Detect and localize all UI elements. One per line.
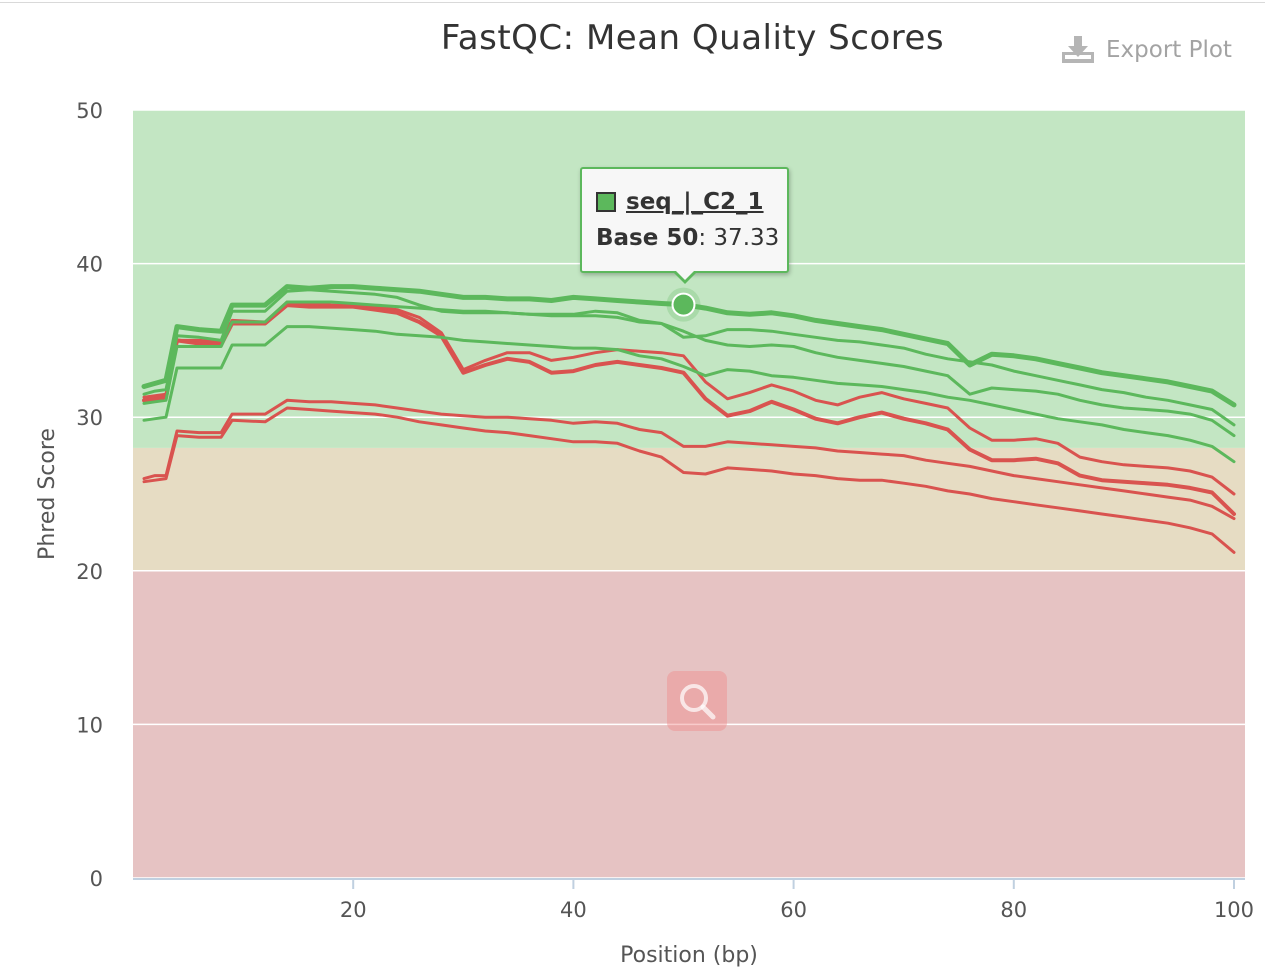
chart-title: FastQC: Mean Quality Scores xyxy=(440,18,945,58)
tooltip-series-name[interactable]: seq_|_C2_1 xyxy=(626,189,764,215)
zoom-button[interactable] xyxy=(667,671,727,731)
top-divider xyxy=(0,2,1265,3)
data-tooltip: seq_|_C2_1 Base 50: 37.33 xyxy=(580,167,789,284)
y-tick-label: 0 xyxy=(90,867,103,891)
y-tick-label: 10 xyxy=(76,713,103,737)
tooltip-value: 37.33 xyxy=(713,225,780,251)
highlight-marker[interactable] xyxy=(671,292,696,317)
tooltip-label: Base 50 xyxy=(596,225,699,251)
x-tick-label: 100 xyxy=(1214,898,1254,922)
download-icon xyxy=(1062,36,1094,63)
y-tick-label: 20 xyxy=(76,560,103,584)
x-tick-label: 40 xyxy=(560,898,587,922)
y-tick-label: 30 xyxy=(76,406,103,430)
export-plot-label: Export Plot xyxy=(1106,37,1232,63)
series-line-fail-0[interactable] xyxy=(142,303,1236,516)
x-axis-label: Position (bp) xyxy=(620,943,758,968)
axes: 0 10 20 30 40 50 20 40 60 80 100 xyxy=(76,99,1254,922)
series-line-pass-5[interactable] xyxy=(142,288,1236,427)
y-axis-label: Phred Score xyxy=(35,428,60,560)
series-line-fail-3[interactable] xyxy=(142,406,1236,554)
highlight-point[interactable] xyxy=(666,287,701,322)
series-line-pass-7[interactable] xyxy=(142,325,1236,464)
x-tick-label: 80 xyxy=(1000,898,1027,922)
export-plot-button[interactable]: Export Plot xyxy=(1060,34,1232,66)
x-tick-label: 20 xyxy=(340,898,367,922)
magnifier-icon xyxy=(680,684,716,720)
y-tick-label: 50 xyxy=(76,99,103,123)
tooltip-arrow-inner xyxy=(676,271,694,280)
tooltip-swatch xyxy=(596,192,616,212)
series-lines[interactable] xyxy=(141,284,1237,554)
y-tick-label: 40 xyxy=(76,253,103,277)
series-line-pass-6[interactable] xyxy=(142,300,1236,438)
x-tick-label: 60 xyxy=(780,898,807,922)
series-line-fail-2[interactable] xyxy=(142,398,1236,521)
tooltip-sep: : xyxy=(698,225,714,251)
